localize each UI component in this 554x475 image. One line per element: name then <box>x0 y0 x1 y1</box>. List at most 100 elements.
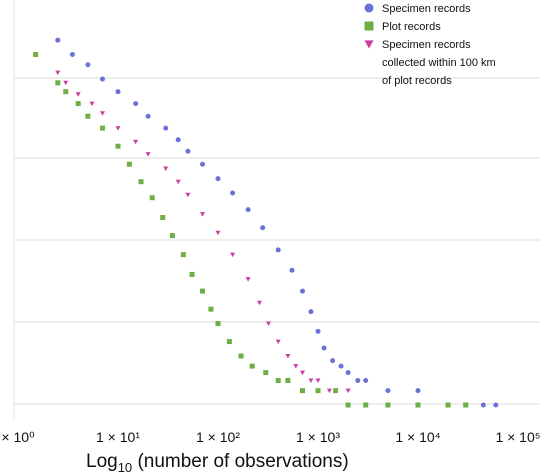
data-point <box>415 402 421 408</box>
legend-label: Plot records <box>382 21 441 33</box>
data-point <box>175 137 181 143</box>
data-point <box>63 89 69 95</box>
legend: Specimen records Plot records Specimen rec… <box>364 3 496 87</box>
data-point <box>326 388 332 394</box>
data-point <box>75 101 81 107</box>
data-point <box>230 190 236 196</box>
data-point <box>55 37 61 43</box>
data-point <box>285 353 291 359</box>
data-point <box>263 370 269 376</box>
data-point <box>163 166 169 171</box>
data-point <box>333 388 339 394</box>
data-point <box>345 388 351 394</box>
data-point <box>100 125 106 131</box>
x-tick-label: 1 × 10⁵ <box>495 429 540 445</box>
data-point <box>226 339 232 345</box>
x-tick-label: 1 × 10⁴ <box>395 429 440 445</box>
data-point <box>315 388 321 394</box>
data-point <box>315 378 321 383</box>
data-point <box>145 152 151 157</box>
data-point <box>385 402 391 408</box>
data-point <box>200 212 206 217</box>
data-point <box>115 143 121 149</box>
legend-marker <box>364 3 374 13</box>
data-point <box>345 370 351 376</box>
data-point <box>215 176 221 182</box>
data-point <box>215 230 221 236</box>
data-point <box>185 148 191 154</box>
data-point <box>293 364 299 369</box>
data-point <box>200 161 206 167</box>
data-point <box>55 80 61 86</box>
data-point <box>100 111 106 116</box>
x-tick-label: × 10⁰ <box>1 429 35 445</box>
legend-label: Specimen records <box>382 39 471 51</box>
data-point <box>300 288 306 294</box>
data-point <box>175 179 181 185</box>
data-point <box>126 161 132 167</box>
x-tick-label: 1 × 10¹ <box>96 429 140 445</box>
data-point <box>85 113 91 119</box>
data-point <box>321 345 327 351</box>
data-point <box>275 247 281 253</box>
data-point <box>89 101 95 107</box>
data-point <box>275 377 281 383</box>
x-tick-label: 1 × 10² <box>196 429 240 445</box>
x-tick-labels: × 10⁰ 1 × 10¹ 1 × 10² 1 × 10³ 1 × 10⁴ 1 × 10⁵ <box>1 429 540 445</box>
data-point <box>266 321 272 327</box>
data-points <box>33 37 499 408</box>
data-point <box>230 252 236 258</box>
data-point <box>330 358 336 364</box>
data-point <box>133 101 139 107</box>
data-point <box>300 370 306 376</box>
data-point <box>133 139 139 145</box>
data-point <box>169 233 175 239</box>
legend-label: of plot records <box>382 75 452 87</box>
data-point <box>115 126 121 131</box>
data-point <box>33 52 39 58</box>
data-point <box>363 377 369 383</box>
data-point <box>275 339 281 345</box>
data-point <box>100 76 106 82</box>
data-point <box>245 207 251 213</box>
legend-label: collected within 100 km <box>382 57 496 69</box>
data-point <box>355 377 361 383</box>
x-tick-label: 1 × 10³ <box>296 429 340 445</box>
data-point <box>480 402 486 408</box>
data-point <box>215 321 221 327</box>
data-point <box>208 306 214 312</box>
data-point <box>249 363 255 369</box>
data-point <box>163 125 169 131</box>
data-point <box>256 300 262 306</box>
data-point <box>145 113 151 119</box>
data-point <box>493 402 499 408</box>
data-point <box>285 377 291 383</box>
data-point <box>138 179 144 185</box>
legend-label: Specimen records <box>382 3 471 15</box>
x-axis-label: Log10 (number of observations) <box>86 451 349 475</box>
data-point <box>463 402 469 408</box>
data-point <box>345 402 351 408</box>
data-point <box>385 388 391 394</box>
data-point <box>289 267 295 273</box>
data-point <box>245 277 251 282</box>
data-point <box>308 378 314 383</box>
data-point <box>315 328 321 334</box>
data-point <box>308 309 314 315</box>
data-point <box>363 402 369 408</box>
data-point <box>69 52 75 58</box>
data-point <box>55 70 61 76</box>
gridlines <box>13 0 540 420</box>
data-point <box>180 252 186 258</box>
data-point <box>63 80 69 86</box>
data-point <box>415 388 421 394</box>
data-point <box>260 225 266 231</box>
legend-marker <box>364 21 374 31</box>
data-point <box>338 363 344 369</box>
data-point <box>115 89 121 95</box>
legend-marker <box>364 40 374 49</box>
data-point <box>85 62 91 68</box>
data-point <box>200 288 206 294</box>
data-point <box>160 215 166 220</box>
